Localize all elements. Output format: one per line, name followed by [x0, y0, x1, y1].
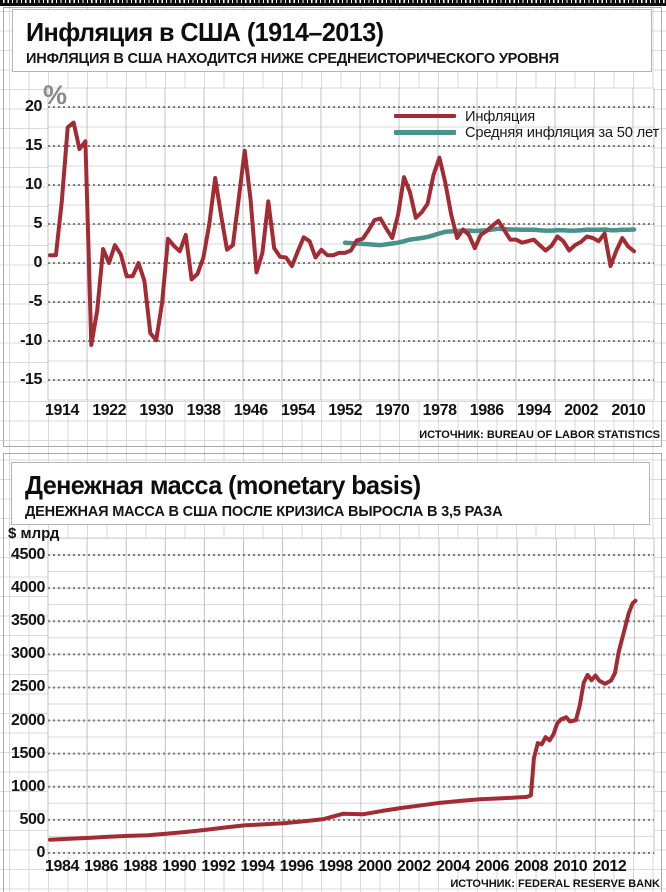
legend-row-inflation: Инфляция — [394, 107, 663, 125]
x-tick-label: 2012 — [592, 858, 627, 875]
x-tick-label: 1978 — [422, 402, 457, 419]
percent-axis-label: % — [43, 80, 68, 110]
x-tick-label: 2010 — [553, 858, 588, 875]
x-tick-label: 1996 — [279, 858, 314, 875]
x-tick-label: 1994 — [240, 858, 275, 875]
y-tick-label: 0 — [36, 844, 46, 861]
x-tick-label: 2002 — [396, 858, 431, 875]
y-tick-label: 4500 — [11, 546, 45, 563]
inflation-panel — [3, 7, 662, 447]
x-tick-label: 1994 — [517, 402, 551, 419]
inflation-subtitle: ИНФЛЯЦИЯ В США НАХОДИТСЯ НИЖЕ СРЕДНЕИСТО… — [26, 50, 560, 67]
y-tick-label: 3000 — [11, 645, 45, 663]
x-tick-label: 2000 — [357, 858, 392, 875]
x-tick-label: 1988 — [123, 858, 158, 875]
average-line-swatch — [394, 129, 456, 135]
inflation-title: Инфляция в США (1914–2013) — [26, 17, 384, 47]
legend-row-average: Средняя инфляция за 50 лет — [394, 123, 663, 141]
x-tick-label: 1922 — [92, 402, 127, 419]
y-tick-label: 0 — [33, 254, 43, 271]
y-tick-label: -10 — [20, 332, 42, 349]
y-tick-label: 10 — [25, 176, 42, 193]
y-tick-label: 500 — [19, 810, 46, 828]
inflation-title-box: Инфляция в США (1914–2013) ИНФЛЯЦИЯ В СШ… — [12, 9, 652, 72]
inflation-source: ИСТОЧНИК: BUREAU OF LABOR STATISTICS — [419, 429, 660, 441]
y-tick-label: 1500 — [11, 744, 45, 762]
x-tick-label: 1946 — [233, 402, 268, 419]
y-tick-label: 1000 — [11, 777, 45, 795]
y-tick-label: -5 — [28, 293, 43, 310]
x-tick-label: 1914 — [45, 402, 79, 419]
legend-label-average: Средняя инфляция за 50 лет — [465, 123, 659, 141]
x-tick-label: 1998 — [318, 858, 353, 875]
x-tick-label: 1970 — [375, 402, 410, 419]
y-tick-label: 3500 — [11, 612, 45, 630]
x-tick-label: 1992 — [201, 858, 236, 875]
x-tick-label: 2006 — [475, 858, 510, 875]
monetary-title: Денежная масса (monetary basis) — [25, 470, 421, 500]
x-tick-label: 1952 — [328, 402, 363, 419]
y-tick-label: 15 — [25, 137, 42, 154]
y-tick-label: 20 — [25, 98, 42, 115]
x-tick-label: 2010 — [611, 402, 646, 419]
y-tick-label: 2500 — [11, 678, 45, 696]
y-tick-label: 5 — [33, 215, 43, 232]
x-tick-label: 1986 — [84, 858, 119, 875]
inflation-legend: Инфляция Средняя инфляция за 50 лет — [394, 107, 663, 141]
monetary-title-box: Денежная масса (monetary basis) ДЕНЕЖНАЯ… — [11, 462, 650, 525]
billions-axis-label: $ млрд — [8, 525, 60, 542]
x-tick-label: 2002 — [564, 402, 599, 419]
legend-label-inflation: Инфляция — [465, 107, 536, 125]
x-tick-label: 1990 — [162, 858, 197, 875]
film-strip-decoration — [0, 0, 666, 6]
x-tick-label: 1986 — [469, 402, 504, 419]
y-tick-label: 4000 — [11, 579, 45, 597]
inflation-line-swatch — [394, 114, 456, 118]
x-tick-label: 1954 — [281, 402, 315, 419]
x-tick-label: 1984 — [45, 858, 79, 875]
x-tick-label: 1938 — [186, 402, 221, 419]
x-tick-label: 2004 — [436, 858, 470, 875]
monetary-source: ИСТОЧНИК: FEDERAL RESERVE BANK — [450, 878, 660, 890]
monetary-subtitle: ДЕНЕЖНАЯ МАССА В США ПОСЛЕ КРИЗИСА ВЫРОС… — [25, 503, 503, 520]
x-tick-label: 1930 — [139, 402, 174, 419]
y-tick-label: 2000 — [11, 711, 45, 729]
monetary-base-panel — [3, 453, 662, 892]
x-tick-label: 2008 — [514, 858, 549, 875]
y-tick-label: -15 — [20, 371, 42, 388]
